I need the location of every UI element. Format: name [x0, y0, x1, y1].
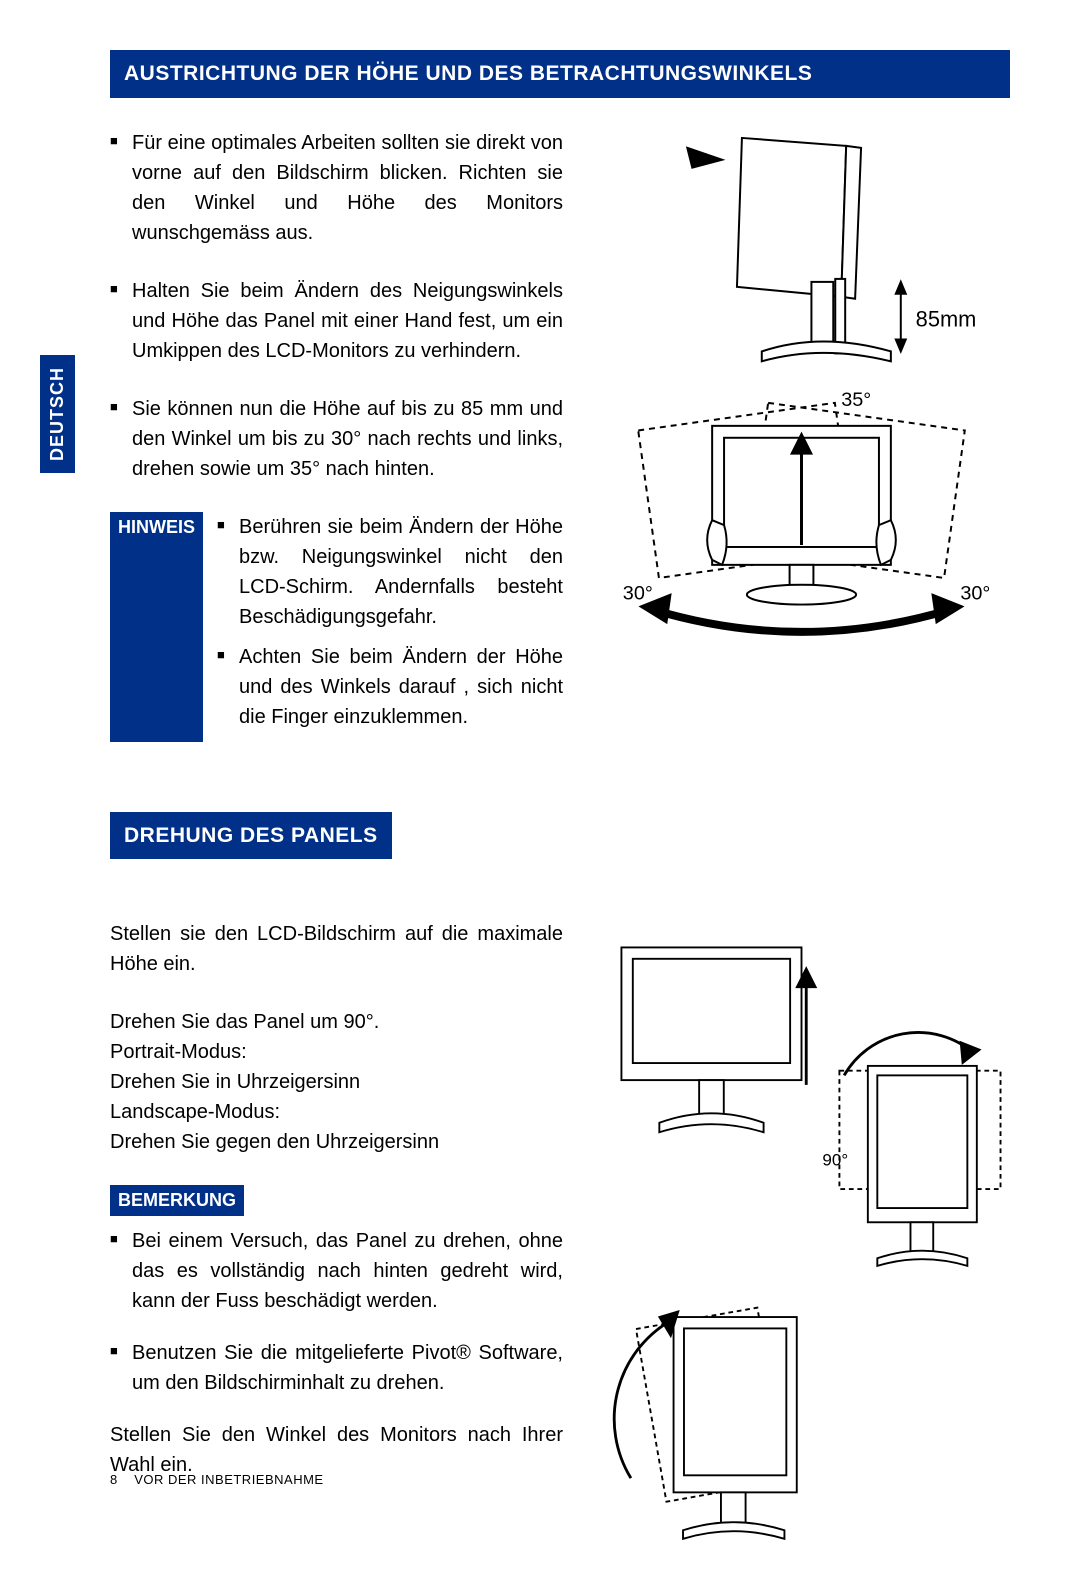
- step: Stellen sie den LCD-Bildschirm auf die m…: [110, 919, 563, 979]
- section1-bullet: Halten Sie beim Ändern des Neigungswinke…: [110, 276, 563, 366]
- section1-diagram: 85mm: [593, 128, 1010, 742]
- note-bullet: Bei einem Versuch, das Panel zu drehen, …: [110, 1226, 563, 1316]
- hint-label: HINWEIS: [110, 512, 203, 742]
- rotate-label: 90°: [822, 1150, 848, 1169]
- step: Drehen Sie das Panel um 90°. Portrait-Mo…: [110, 1007, 563, 1157]
- page-number: 8: [110, 1472, 118, 1487]
- section1-text: Für eine optimales Arbeiten sollten sie …: [110, 128, 563, 742]
- language-tab: DEUTSCH: [40, 355, 75, 473]
- swivel-right-label: 30°: [960, 582, 990, 604]
- hint-bullet: Berühren sie beim Ändern der Höhe bzw. N…: [217, 512, 563, 632]
- swivel-left-label: 30°: [623, 582, 653, 604]
- note-label: BEMERKUNG: [110, 1185, 244, 1216]
- footer-text: VOR DER INBETRIEBNAHME: [134, 1472, 323, 1487]
- height-label: 85mm: [916, 306, 977, 331]
- hint-bullet: Achten Sie beim Ändern der Höhe und des …: [217, 642, 563, 732]
- tilt-label: 35°: [841, 388, 871, 410]
- section2-title: DREHUNG DES PANELS: [110, 812, 392, 860]
- section1-title: AUSTRICHTUNG DER HÖHE UND DES BETRACHTUN…: [110, 50, 1010, 98]
- section2-text: Stellen sie den LCD-Bildschirm auf die m…: [110, 919, 563, 1591]
- page-footer: 8 VOR DER INBETRIEBNAHME: [110, 1470, 324, 1490]
- note-bullet: Benutzen Sie die mitgelieferte Pivot® So…: [110, 1338, 563, 1398]
- section2-diagram: 90°: [593, 919, 1010, 1591]
- section1-bullet: Für eine optimales Arbeiten sollten sie …: [110, 128, 563, 248]
- section1-bullet: Sie können nun die Höhe auf bis zu 85 mm…: [110, 394, 563, 484]
